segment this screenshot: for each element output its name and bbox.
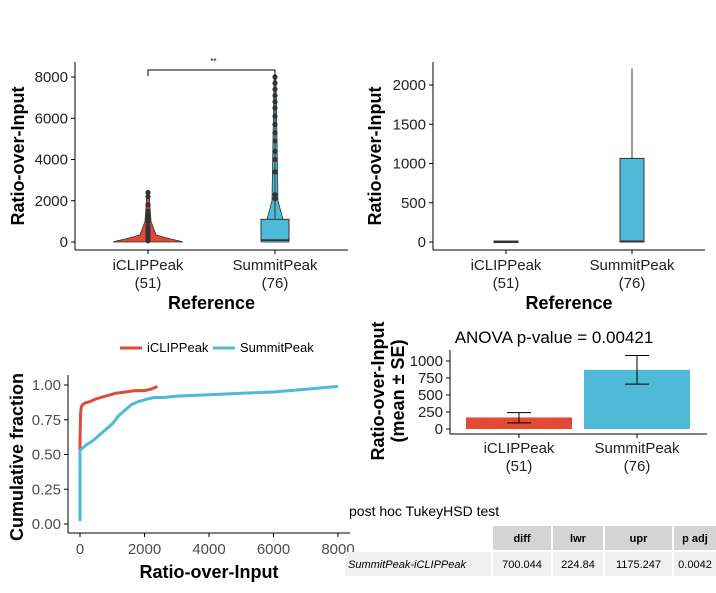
table-cell-0: 700.044 (502, 559, 542, 571)
y-axis-title: Ratio-over-Input (8, 87, 28, 226)
y-tick-label: 4000 (35, 152, 68, 169)
table-cell-bg (605, 552, 672, 576)
outlier-point-iclippeak (145, 208, 151, 214)
y-tick-label: 0 (418, 234, 426, 251)
x-tick-label: iCLIPPeak (471, 257, 542, 274)
x-tick-label: 4000 (192, 541, 225, 558)
outlier-point-summitpeak (272, 99, 278, 105)
y-tick-label: 0 (60, 234, 68, 251)
chart-title: ANOVA p-value = 0.00421 (455, 328, 654, 347)
outlier-point-summitpeak (272, 74, 278, 80)
x-tick-count: (51) (135, 275, 162, 292)
outlier-point-summitpeak (272, 130, 278, 136)
y-tick-label: 250 (418, 404, 443, 421)
table-header-cell (674, 526, 716, 550)
x-tick-label: iCLIPPeak (113, 257, 184, 274)
y-tick-label: 0.00 (32, 516, 61, 533)
table-header-cell (605, 526, 672, 550)
outlier-point-iclippeak (145, 218, 151, 224)
table-header-2: upr (630, 533, 648, 545)
outlier-point-iclippeak (145, 202, 151, 208)
violin-panel: 0 2000 4000 6000 8000 iCLIPPeak(51) SummitPeak… (8, 57, 348, 313)
x-tick-count: (51) (493, 275, 520, 292)
legend-label-summitpeak: SummitPeak (240, 340, 314, 355)
x-tick-label: SummitPeak (232, 257, 318, 274)
tukey-title: post hoc TukeyHSD test (349, 503, 499, 519)
significance-label: ** (210, 57, 216, 66)
table-cell-bg (674, 552, 716, 576)
table-row-label-cell (345, 552, 491, 576)
x-tick-label: 6000 (257, 541, 290, 558)
x-tick-label: iCLIPPeak (484, 440, 555, 457)
outlier-point-summitpeak (272, 148, 278, 154)
box-summitpeak (260, 218, 290, 241)
x-tick-label: 0 (76, 541, 84, 558)
x-tick-label: 2000 (128, 541, 161, 558)
ecdf-panel: 0.000.250.500.751.000 2000 4000 6000 8000Rat… (7, 340, 355, 582)
x-tick-count: (76) (262, 275, 289, 292)
y-tick-label: 6000 (35, 110, 68, 127)
y-axis-title-line2: (mean ± SE) (388, 340, 408, 443)
y-tick-label: 0.75 (32, 412, 61, 429)
outlier-point-summitpeak (272, 113, 278, 119)
table-row-label: SummitPeak-iCLIPPeak (348, 559, 466, 571)
y-tick-label: 500 (401, 195, 426, 212)
y-axis-title: Cumulative fraction (7, 373, 27, 541)
outlier-point-summitpeak (272, 156, 278, 163)
x-tick-label: SummitPeak (589, 257, 675, 274)
y-tick-label: 2000 (393, 77, 426, 94)
legend-label-iclippeak: iCLIPPeak (147, 340, 209, 355)
table-cell-2: 1175.247 (616, 559, 661, 571)
y-tick-label: 500 (418, 387, 443, 404)
outlier-point-iclippeak (145, 194, 151, 200)
y-tick-label: 1000 (393, 156, 426, 173)
ecdf-line-summitpeak (78, 384, 339, 522)
tukey-table: post hoc TukeyHSD test diff lwr upr p adj Su… (345, 503, 716, 576)
outlier-point-summitpeak (272, 138, 278, 144)
table-cell-1: 224.84 (561, 559, 595, 571)
y-tick-label: 1.00 (32, 377, 61, 394)
x-tick-count: (76) (619, 275, 646, 292)
outlier-point-summitpeak (272, 196, 278, 202)
outlier-point-iclippeak (145, 238, 151, 244)
x-axis-title: Reference (168, 293, 255, 313)
y-tick-label: 0.50 (32, 447, 61, 464)
table-cell-bg (493, 552, 551, 576)
y-tick-label: 2000 (35, 193, 68, 210)
y-tick-label: 1000 (410, 353, 443, 370)
y-tick-label: 1500 (393, 116, 426, 133)
y-tick-label: 750 (418, 370, 443, 387)
outlier-point-summitpeak (272, 92, 278, 99)
y-tick-label: 0 (435, 421, 443, 438)
outlier-point-summitpeak (272, 86, 278, 92)
table-header-3: p adj (682, 533, 708, 545)
table-header-0: diff (513, 533, 530, 545)
table-header-cell (493, 526, 551, 550)
y-axis-title: Ratio-over-Input (365, 87, 385, 226)
outlier-point-summitpeak (272, 105, 278, 111)
outlier-point-summitpeak (272, 121, 278, 128)
outlier-point-summitpeak (272, 169, 278, 175)
table-cell-bg (553, 552, 603, 576)
table-header-1: lwr (570, 533, 587, 545)
outlier-point-summitpeak (272, 80, 278, 86)
x-axis-title: Reference (525, 293, 612, 313)
y-tick-label: 8000 (35, 69, 68, 86)
y-tick-label: 0.25 (32, 481, 61, 498)
x-tick-label: SummitPeak (594, 440, 680, 457)
significance-bracket (147, 69, 276, 76)
outlier-point-summitpeak (272, 191, 278, 198)
y-axis-title-line1: Ratio-over-Input (368, 322, 388, 461)
boxplot-panel: 0 500 1000 1500 2000 iCLIPPeak(51) SummitPeak(… (365, 62, 705, 313)
table-header-cell (553, 526, 603, 550)
box-summitpeak (619, 157, 645, 243)
x-tick-count: (51) (506, 458, 533, 475)
x-axis-title: Ratio-over-Input (140, 562, 279, 582)
table-cell-3: 0.0042 (678, 559, 712, 571)
outlier-point-iclippeak (145, 189, 151, 196)
x-tick-count: (76) (624, 458, 651, 475)
ecdf-line-iclippeak (78, 385, 158, 455)
